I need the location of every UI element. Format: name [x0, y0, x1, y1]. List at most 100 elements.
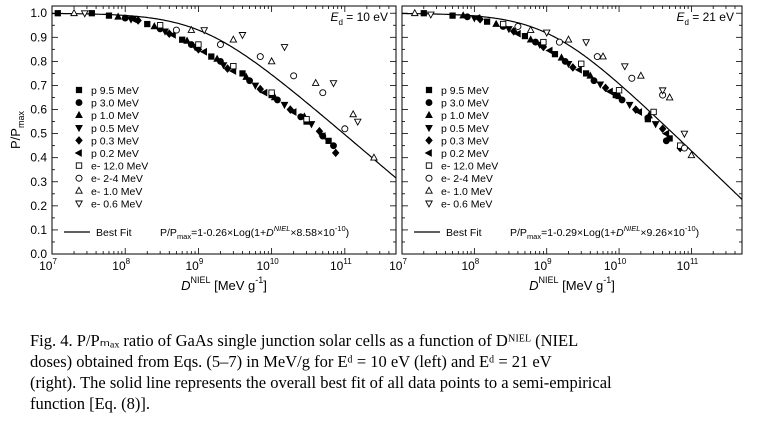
data-point	[256, 53, 264, 61]
legend-marker	[75, 174, 83, 182]
data-point	[505, 26, 513, 34]
data-point	[605, 87, 613, 96]
data-point	[216, 41, 224, 49]
data-point	[307, 121, 316, 129]
legend-label: Best Fit	[446, 227, 482, 239]
data-point	[526, 25, 535, 33]
data-point	[499, 20, 507, 28]
data-point	[680, 144, 688, 152]
data-point	[238, 32, 247, 40]
data-point	[172, 26, 180, 34]
x-tick-label: 108	[461, 257, 479, 273]
data-point	[545, 46, 553, 55]
caption-line-3: (right). The solid line represents the o…	[30, 373, 612, 392]
caption-line-2: doses) obtained from Eqs. (5–7) in MeV/g…	[30, 352, 552, 371]
legend-marker	[75, 186, 83, 194]
data-point	[650, 108, 657, 116]
legend-label: e- 1.0 MeV	[91, 186, 142, 198]
data-point	[268, 89, 275, 96]
series-e-12-0-mev	[499, 20, 684, 149]
x-tick-label: 107	[389, 257, 407, 273]
data-point	[651, 121, 660, 129]
data-point	[582, 70, 590, 77]
data-point	[634, 108, 643, 116]
data-point	[564, 35, 573, 43]
data-point	[156, 22, 164, 29]
legend-label: e- 0.6 MeV	[441, 198, 492, 210]
data-point	[557, 53, 566, 61]
legend-label: p 9.5 MeV	[91, 85, 139, 97]
data-point	[555, 38, 563, 46]
y-tick-label: 0.5	[30, 127, 47, 141]
legend-label: e- 0.6 MeV	[91, 198, 142, 210]
data-point	[183, 36, 191, 44]
data-point	[289, 108, 297, 116]
series-e-2-4-mev	[172, 26, 349, 133]
data-point	[492, 19, 501, 27]
data-point	[54, 10, 61, 17]
data-point	[161, 28, 169, 36]
series-p-0-5-mev	[470, 15, 660, 129]
series-e-0-6-mev	[426, 11, 689, 139]
data-point	[596, 81, 605, 89]
legend-marker	[425, 136, 433, 145]
fit-equation: P/Pmax=1-0.29×Log(1+DNIEL×9.26×10-10)	[510, 224, 699, 241]
data-point	[426, 11, 435, 19]
data-point	[230, 63, 237, 70]
data-point	[150, 22, 159, 30]
y-tick-label: 0.7	[30, 78, 47, 92]
legend-marker	[425, 174, 433, 182]
x-tick-label: 1011	[330, 257, 352, 273]
x-tick-label: 109	[186, 257, 204, 273]
data-point	[229, 35, 238, 43]
series-p-3-0-mev	[121, 14, 337, 150]
data-point	[599, 52, 607, 60]
data-point	[353, 118, 362, 127]
data-point	[665, 93, 674, 101]
data-point	[267, 56, 276, 65]
data-point	[330, 142, 337, 150]
data-point	[242, 72, 251, 80]
legend-label: e- 2-4 MeV	[441, 173, 493, 185]
legend-label: p 1.0 MeV	[441, 110, 489, 122]
data-point	[370, 153, 378, 161]
legend-marker	[75, 110, 83, 118]
legend-marker	[425, 99, 433, 107]
data-point	[80, 10, 89, 18]
data-point	[290, 72, 298, 80]
x-tick-label: 1010	[256, 257, 279, 273]
figure: 107 108 109 1010 1011 0.0 0.1 0.2 0.3 0.4 0.5 0.6 0.…	[8, 5, 743, 293]
series-p-0-3-mev	[134, 16, 340, 158]
data-point	[223, 64, 232, 73]
series-e-12-0-mev	[156, 22, 310, 123]
series-p-1-0-mev	[114, 12, 309, 120]
data-point	[620, 63, 629, 71]
legend-label: p 0.2 MeV	[441, 148, 489, 160]
data-point	[540, 38, 547, 46]
data-point	[349, 109, 358, 118]
data-point	[280, 101, 289, 110]
legend-marker	[75, 136, 83, 145]
data-point	[239, 70, 246, 77]
data-point	[331, 148, 340, 158]
series-p-0-3-mev	[476, 14, 684, 153]
y-tick-label: 0.1	[30, 223, 47, 237]
data-point	[574, 65, 582, 74]
data-point	[615, 87, 623, 94]
legend-marker	[424, 149, 432, 157]
figure-caption: Fig. 4. P/Pₘₐₓ ratio of GaAs single junc…	[30, 330, 730, 414]
x-tick-label: 1010	[604, 257, 627, 273]
x-tick-label: 1011	[677, 257, 699, 273]
caption-line-4: function [Eq. (8)].	[30, 394, 151, 413]
data-point	[472, 14, 481, 22]
series-e-0-6-mev	[80, 10, 362, 127]
left-panel: 107 108 109 1010 1011 0.0 0.1 0.2 0.3 0.4 0.5 0.6 0.…	[8, 5, 397, 293]
legend-label: e- 2-4 MeV	[91, 173, 143, 185]
legend-label: p 0.5 MeV	[91, 123, 139, 135]
data-point	[315, 126, 324, 136]
data-point	[582, 39, 591, 47]
data-point	[593, 53, 601, 61]
data-point	[341, 125, 349, 133]
data-point	[410, 8, 419, 17]
plot-frame	[401, 5, 743, 255]
